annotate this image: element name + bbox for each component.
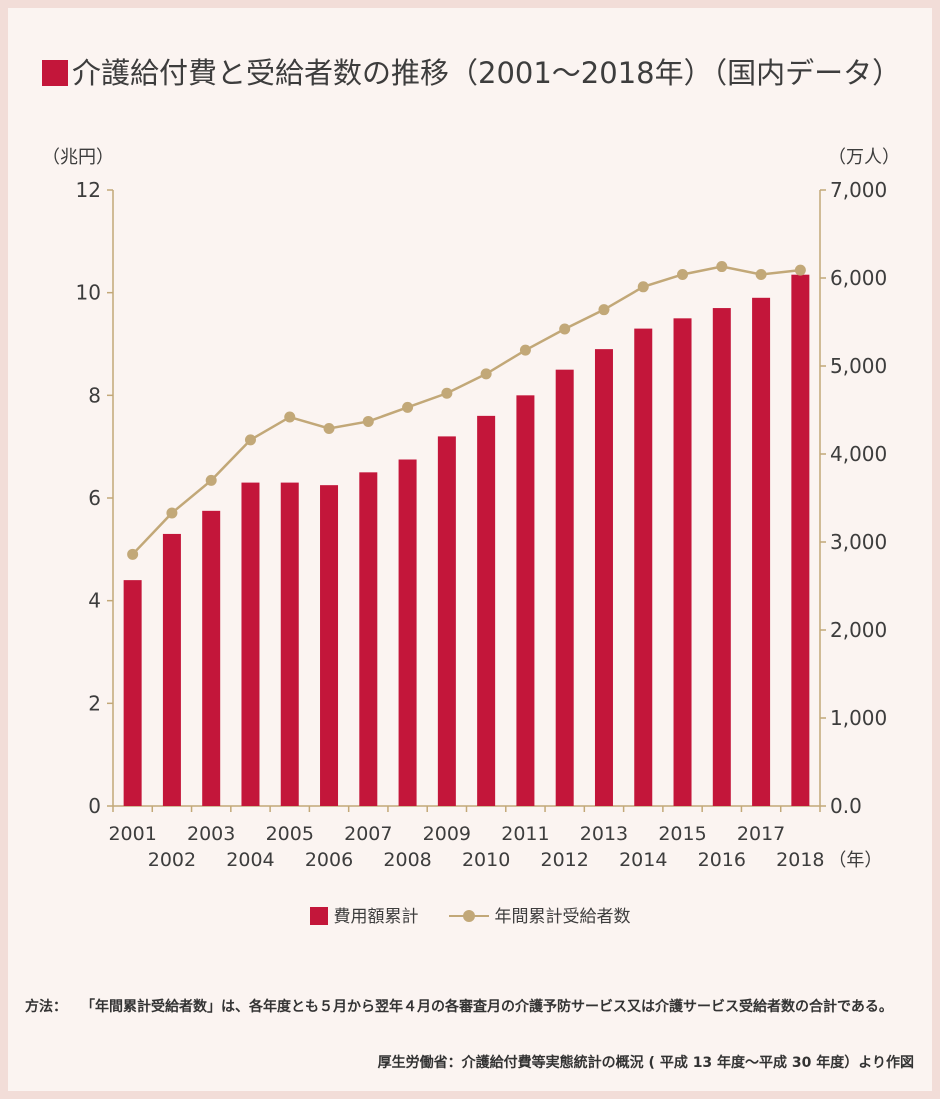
right-y-tick-label: 2,000 — [830, 618, 887, 642]
x-tick-label: 2007 — [344, 823, 392, 845]
line-point — [755, 268, 767, 280]
x-tick-label: 2011 — [501, 823, 549, 845]
chart-area: 0 2 4 6 8 10 12 0.0 1,000 2,000 3,000 4,000 5,000 6,0… — [42, 147, 900, 871]
bar — [712, 308, 731, 806]
right-y-tick-label: 7,000 — [830, 178, 887, 202]
method-note-text: 「年間累計受給者数」は、各年度とも５月から翌年４月の各審査月の介護予防サービス又… — [81, 999, 893, 1015]
bar — [162, 533, 181, 806]
method-note: 方法： 「年間累計受給者数」は、各年度とも５月から翌年４月の各審査月の介護予防サ… — [25, 995, 915, 1019]
line-point — [716, 261, 728, 273]
line-point — [598, 304, 610, 316]
line-point — [323, 422, 335, 434]
x-tick-label: 2005 — [266, 823, 314, 845]
x-tick-label: 2017 — [737, 823, 785, 845]
x-tick-label: 2008 — [383, 849, 431, 871]
bar — [123, 580, 142, 806]
line-point — [244, 434, 256, 446]
legend-bar-swatch-icon — [309, 907, 328, 925]
x-tick-label: 2015 — [658, 823, 706, 845]
right-y-tick-label: 4,000 — [830, 442, 887, 466]
left-y-tick-label: 2 — [88, 691, 101, 715]
right-y-tick-label: 3,000 — [830, 530, 887, 554]
title-marker-icon — [42, 60, 68, 86]
bar — [673, 318, 692, 806]
x-tick-label: 2014 — [619, 849, 667, 871]
line-point — [794, 264, 806, 276]
line-point — [362, 415, 374, 427]
x-tick-label: 2010 — [462, 849, 510, 871]
bar — [202, 510, 221, 806]
legend-line-label: 年間累計受給者数 — [494, 907, 631, 927]
bar — [477, 415, 496, 806]
line-point — [480, 368, 492, 380]
bar — [398, 459, 417, 806]
right-y-tick-label: 1,000 — [830, 706, 887, 730]
x-tick-label: 2001 — [108, 823, 156, 845]
legend-line-swatch-icon — [448, 907, 489, 925]
line-point — [441, 387, 453, 399]
bar — [791, 274, 810, 806]
x-tick-label: 2006 — [305, 849, 353, 871]
x-unit-label: （年） — [828, 850, 882, 871]
bar — [437, 436, 456, 806]
series-line — [131, 265, 801, 556]
line-point — [402, 401, 414, 413]
bar — [594, 349, 613, 806]
line-point — [166, 507, 178, 519]
legend-bar-label: 費用額累計 — [333, 907, 419, 927]
left-y-tick-label: 0 — [88, 794, 101, 818]
bar — [359, 472, 378, 806]
bar — [555, 369, 574, 806]
x-tick-label: 2002 — [148, 849, 196, 871]
bar — [241, 482, 260, 806]
bar — [280, 482, 299, 806]
left-y-tick-label: 4 — [88, 589, 101, 613]
bar — [320, 485, 339, 806]
x-tick-label: 2018 — [776, 849, 824, 871]
right-y-tick-label: 0.0 — [830, 794, 862, 818]
x-tick-label: 2004 — [226, 849, 274, 871]
bar — [516, 395, 535, 806]
right-y-tick-label: 6,000 — [830, 266, 887, 290]
line-point — [677, 268, 689, 280]
chart-title: 介護給付費と受給者数の推移（2001〜2018年）（国内データ） — [42, 50, 901, 92]
right-y-unit-label: （万人） — [828, 147, 900, 168]
line-point — [205, 474, 217, 486]
line-point — [559, 323, 571, 335]
x-tick-label: 2009 — [423, 823, 471, 845]
left-y-tick-label: 12 — [76, 178, 101, 202]
right-y-tick-label: 5,000 — [830, 354, 887, 378]
x-tick-label: 2013 — [580, 823, 628, 845]
line-point — [127, 548, 139, 560]
chart-title-text: 介護給付費と受給者数の推移（2001〜2018年）（国内データ） — [72, 56, 902, 90]
bar — [634, 328, 653, 806]
method-note-label: 方法： — [25, 999, 67, 1015]
line-point — [284, 411, 296, 423]
left-y-tick-label: 6 — [88, 486, 101, 510]
legend: 費用額累計 年間累計受給者数 — [0, 902, 940, 927]
line-point — [637, 281, 649, 293]
left-y-tick-label: 10 — [76, 281, 101, 305]
left-y-tick-label: 8 — [88, 383, 101, 407]
left-y-unit-label: （兆円） — [42, 147, 114, 168]
line-point — [519, 344, 531, 356]
source-credit: 厚生労働省：介護給付費等実態統計の概況 ( 平成 13 年度〜平成 30 年度）… — [377, 1055, 914, 1071]
bar — [752, 297, 771, 806]
x-tick-label: 2012 — [541, 849, 589, 871]
x-tick-label: 2016 — [698, 849, 746, 871]
x-tick-label: 2003 — [187, 823, 235, 845]
